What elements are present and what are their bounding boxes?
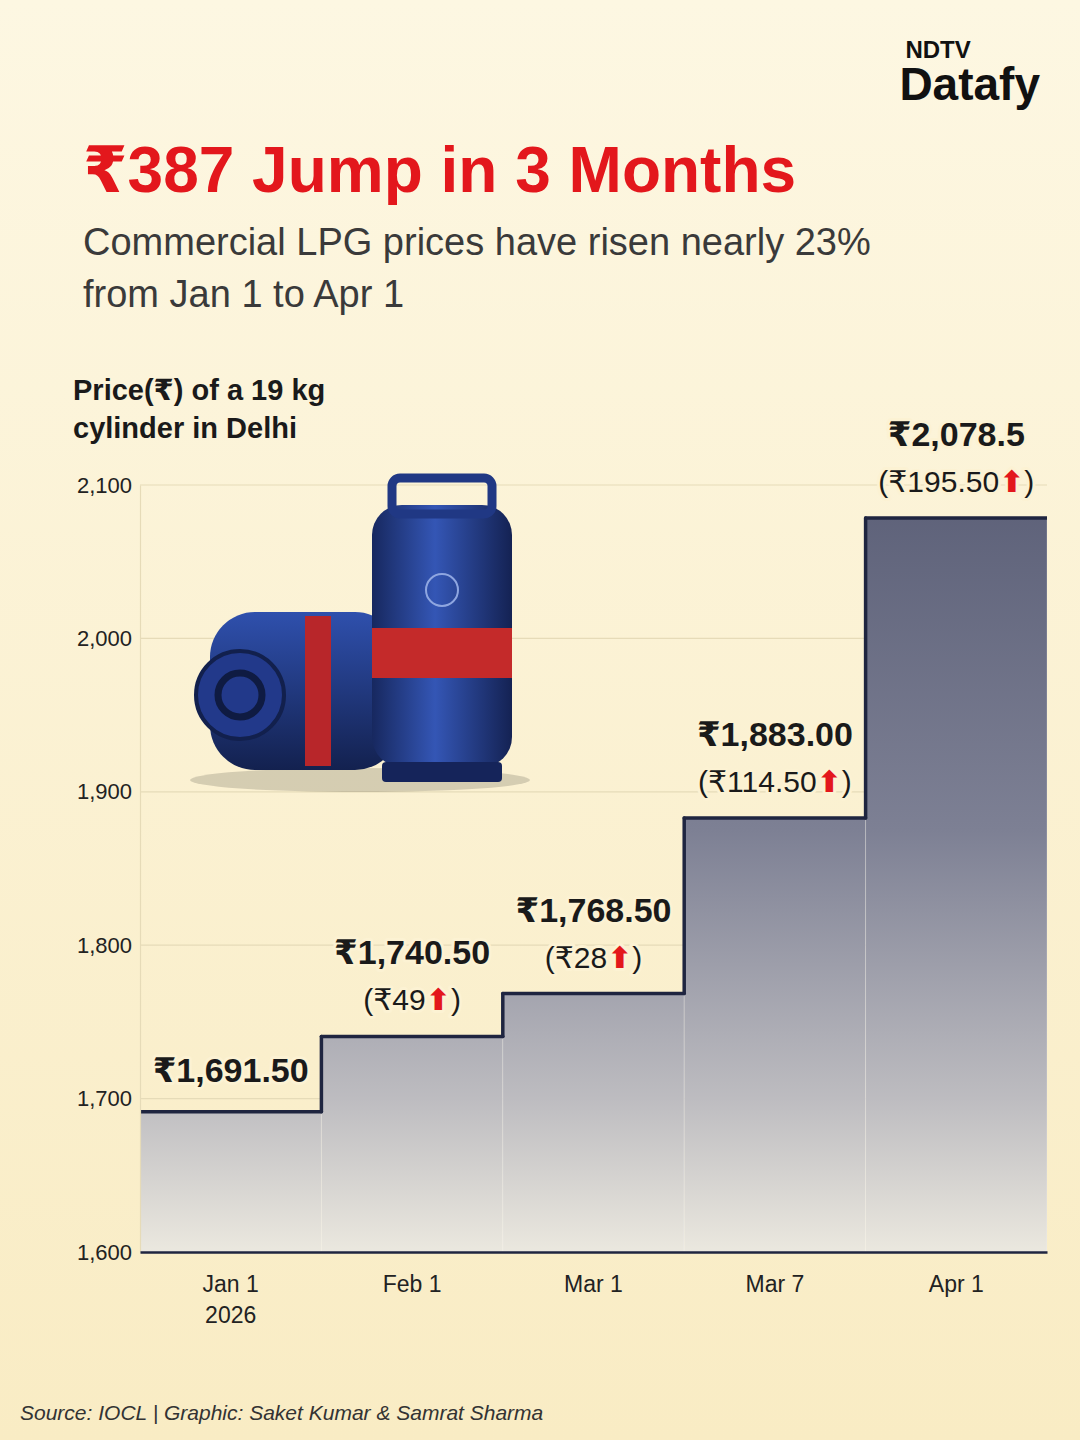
data-label: ₹1,768.50 bbox=[515, 891, 671, 929]
chart-svg: DatafyNDTV ₹387 Jump in 3 Months Commercia… bbox=[0, 0, 1080, 1440]
text-line: Mar 1 bbox=[564, 1271, 623, 1297]
step-area bbox=[684, 818, 865, 1252]
step-area bbox=[503, 994, 684, 1252]
text-run: (₹195.50 bbox=[878, 465, 999, 498]
title: ₹387 Jump in 3 Months bbox=[83, 134, 796, 206]
background bbox=[0, 0, 1080, 1440]
data-labels: ₹1,691.50₹1,740.50(₹49⬆)₹1,768.50(₹28⬆)₹… bbox=[153, 415, 1035, 1089]
text-run: ) bbox=[632, 941, 642, 974]
text-line: from Jan 1 to Apr 1 bbox=[83, 273, 404, 315]
text-line: Apr 1 bbox=[929, 1271, 984, 1297]
text-run: (₹28 bbox=[545, 941, 607, 974]
cylinder-band bbox=[372, 628, 512, 678]
step-line bbox=[866, 516, 1047, 520]
tick: 2,100 bbox=[77, 473, 140, 498]
tick: 1,900 bbox=[77, 779, 140, 804]
change-label: (₹195.50⬆) bbox=[878, 464, 1034, 499]
step-riser bbox=[682, 818, 686, 994]
text-run: ) bbox=[451, 983, 461, 1016]
axis-line bbox=[140, 486, 141, 1253]
tick-label: 1,800 bbox=[77, 933, 132, 958]
text-run: ⬆ bbox=[817, 764, 842, 799]
step-area bbox=[866, 518, 1047, 1252]
tick: Apr 1 bbox=[929, 1271, 984, 1297]
step-area bbox=[140, 1112, 321, 1252]
subtitle: Commercial LPG prices have risen nearly … bbox=[83, 221, 871, 315]
cylinder-end bbox=[196, 651, 284, 739]
tick-label: Apr 1 bbox=[929, 1271, 984, 1297]
cylinder-band bbox=[305, 616, 331, 766]
step-riser bbox=[864, 518, 868, 818]
cylinder-collar bbox=[392, 478, 492, 514]
step-riser bbox=[320, 1036, 324, 1111]
tick-label: Feb 1 bbox=[383, 1271, 442, 1297]
tick: Mar 1 bbox=[564, 1271, 623, 1297]
tick: Jan 1 2026 bbox=[203, 1271, 259, 1328]
step-line bbox=[140, 1110, 321, 1114]
step-line bbox=[503, 992, 684, 996]
text-line: cylinder in Delhi bbox=[73, 412, 297, 444]
cylinder-illustration bbox=[190, 478, 530, 792]
step-riser bbox=[501, 994, 505, 1037]
text-line: Feb 1 bbox=[383, 1271, 442, 1297]
change-label: (₹114.50⬆) bbox=[698, 764, 852, 799]
tick-label: 1,900 bbox=[77, 779, 132, 804]
text-line: Mar 7 bbox=[746, 1271, 805, 1297]
step-area bbox=[321, 1036, 502, 1252]
text-line: Price(₹) of a 19 kg bbox=[73, 374, 325, 406]
tick: Feb 1 bbox=[383, 1271, 442, 1297]
tick: 1,700 bbox=[77, 1086, 140, 1111]
change-label: (₹28⬆) bbox=[545, 940, 643, 975]
data-label: ₹1,883.00 bbox=[697, 715, 853, 753]
tick: 2,000 bbox=[77, 626, 140, 651]
source-note: Source: IOCL | Graphic: Saket Kumar & Sa… bbox=[20, 1401, 543, 1424]
cylinder-foot bbox=[382, 762, 502, 782]
y-axis: 1,600 1,700 1,800 1,900 2,000 2,100 bbox=[77, 473, 141, 1265]
tick: Mar 7 bbox=[746, 1271, 805, 1297]
tick-label: 2,000 bbox=[77, 626, 132, 651]
brand: Datafy bbox=[899, 58, 1040, 110]
tick-label: 1,600 bbox=[77, 1240, 132, 1265]
axis-line bbox=[141, 1251, 1048, 1254]
data-label: ₹1,740.50 bbox=[334, 933, 490, 971]
cylinder-logo bbox=[426, 574, 458, 606]
grid bbox=[140, 485, 1047, 1252]
tick: 1,600 bbox=[77, 1240, 140, 1265]
tick-label: 1,700 bbox=[77, 1086, 132, 1111]
publisher: NDTV bbox=[905, 36, 970, 63]
text-run: ) bbox=[1024, 465, 1034, 498]
axis-title: Price(₹) of a 19 kg cylinder in Delhi bbox=[73, 374, 325, 444]
x-axis: Jan 1 2026 Feb 1 Mar 1 Mar 7 Apr 1 bbox=[141, 1253, 1048, 1329]
tick-label: Mar 1 bbox=[564, 1271, 623, 1297]
text-run: (₹49 bbox=[363, 983, 425, 1016]
tick-label: 2,100 bbox=[77, 473, 132, 498]
text-line: Jan 1 bbox=[203, 1271, 259, 1297]
text-run: ) bbox=[842, 765, 852, 798]
cylinder-valve bbox=[218, 673, 262, 717]
data-label: ₹1,691.50 bbox=[153, 1051, 309, 1089]
tick-label: Jan 1 2026 bbox=[203, 1271, 259, 1328]
cylinder-body bbox=[372, 505, 512, 767]
marks bbox=[140, 518, 1047, 1252]
data-label: ₹2,078.5 bbox=[888, 415, 1025, 453]
change-label: (₹49⬆) bbox=[363, 982, 461, 1017]
text-line: 2026 bbox=[205, 1302, 256, 1328]
text-run: ⬆ bbox=[607, 940, 632, 975]
text-run: (₹114.50 bbox=[698, 765, 817, 798]
step-line bbox=[321, 1035, 502, 1039]
text-run: ⬆ bbox=[999, 464, 1024, 499]
step-line bbox=[684, 816, 865, 820]
tick: 1,800 bbox=[77, 933, 140, 958]
tick-label: Mar 7 bbox=[746, 1271, 805, 1297]
text-run: ⬆ bbox=[426, 982, 451, 1017]
text-line: Commercial LPG prices have risen nearly … bbox=[83, 221, 871, 263]
grid-line bbox=[140, 1251, 1047, 1252]
